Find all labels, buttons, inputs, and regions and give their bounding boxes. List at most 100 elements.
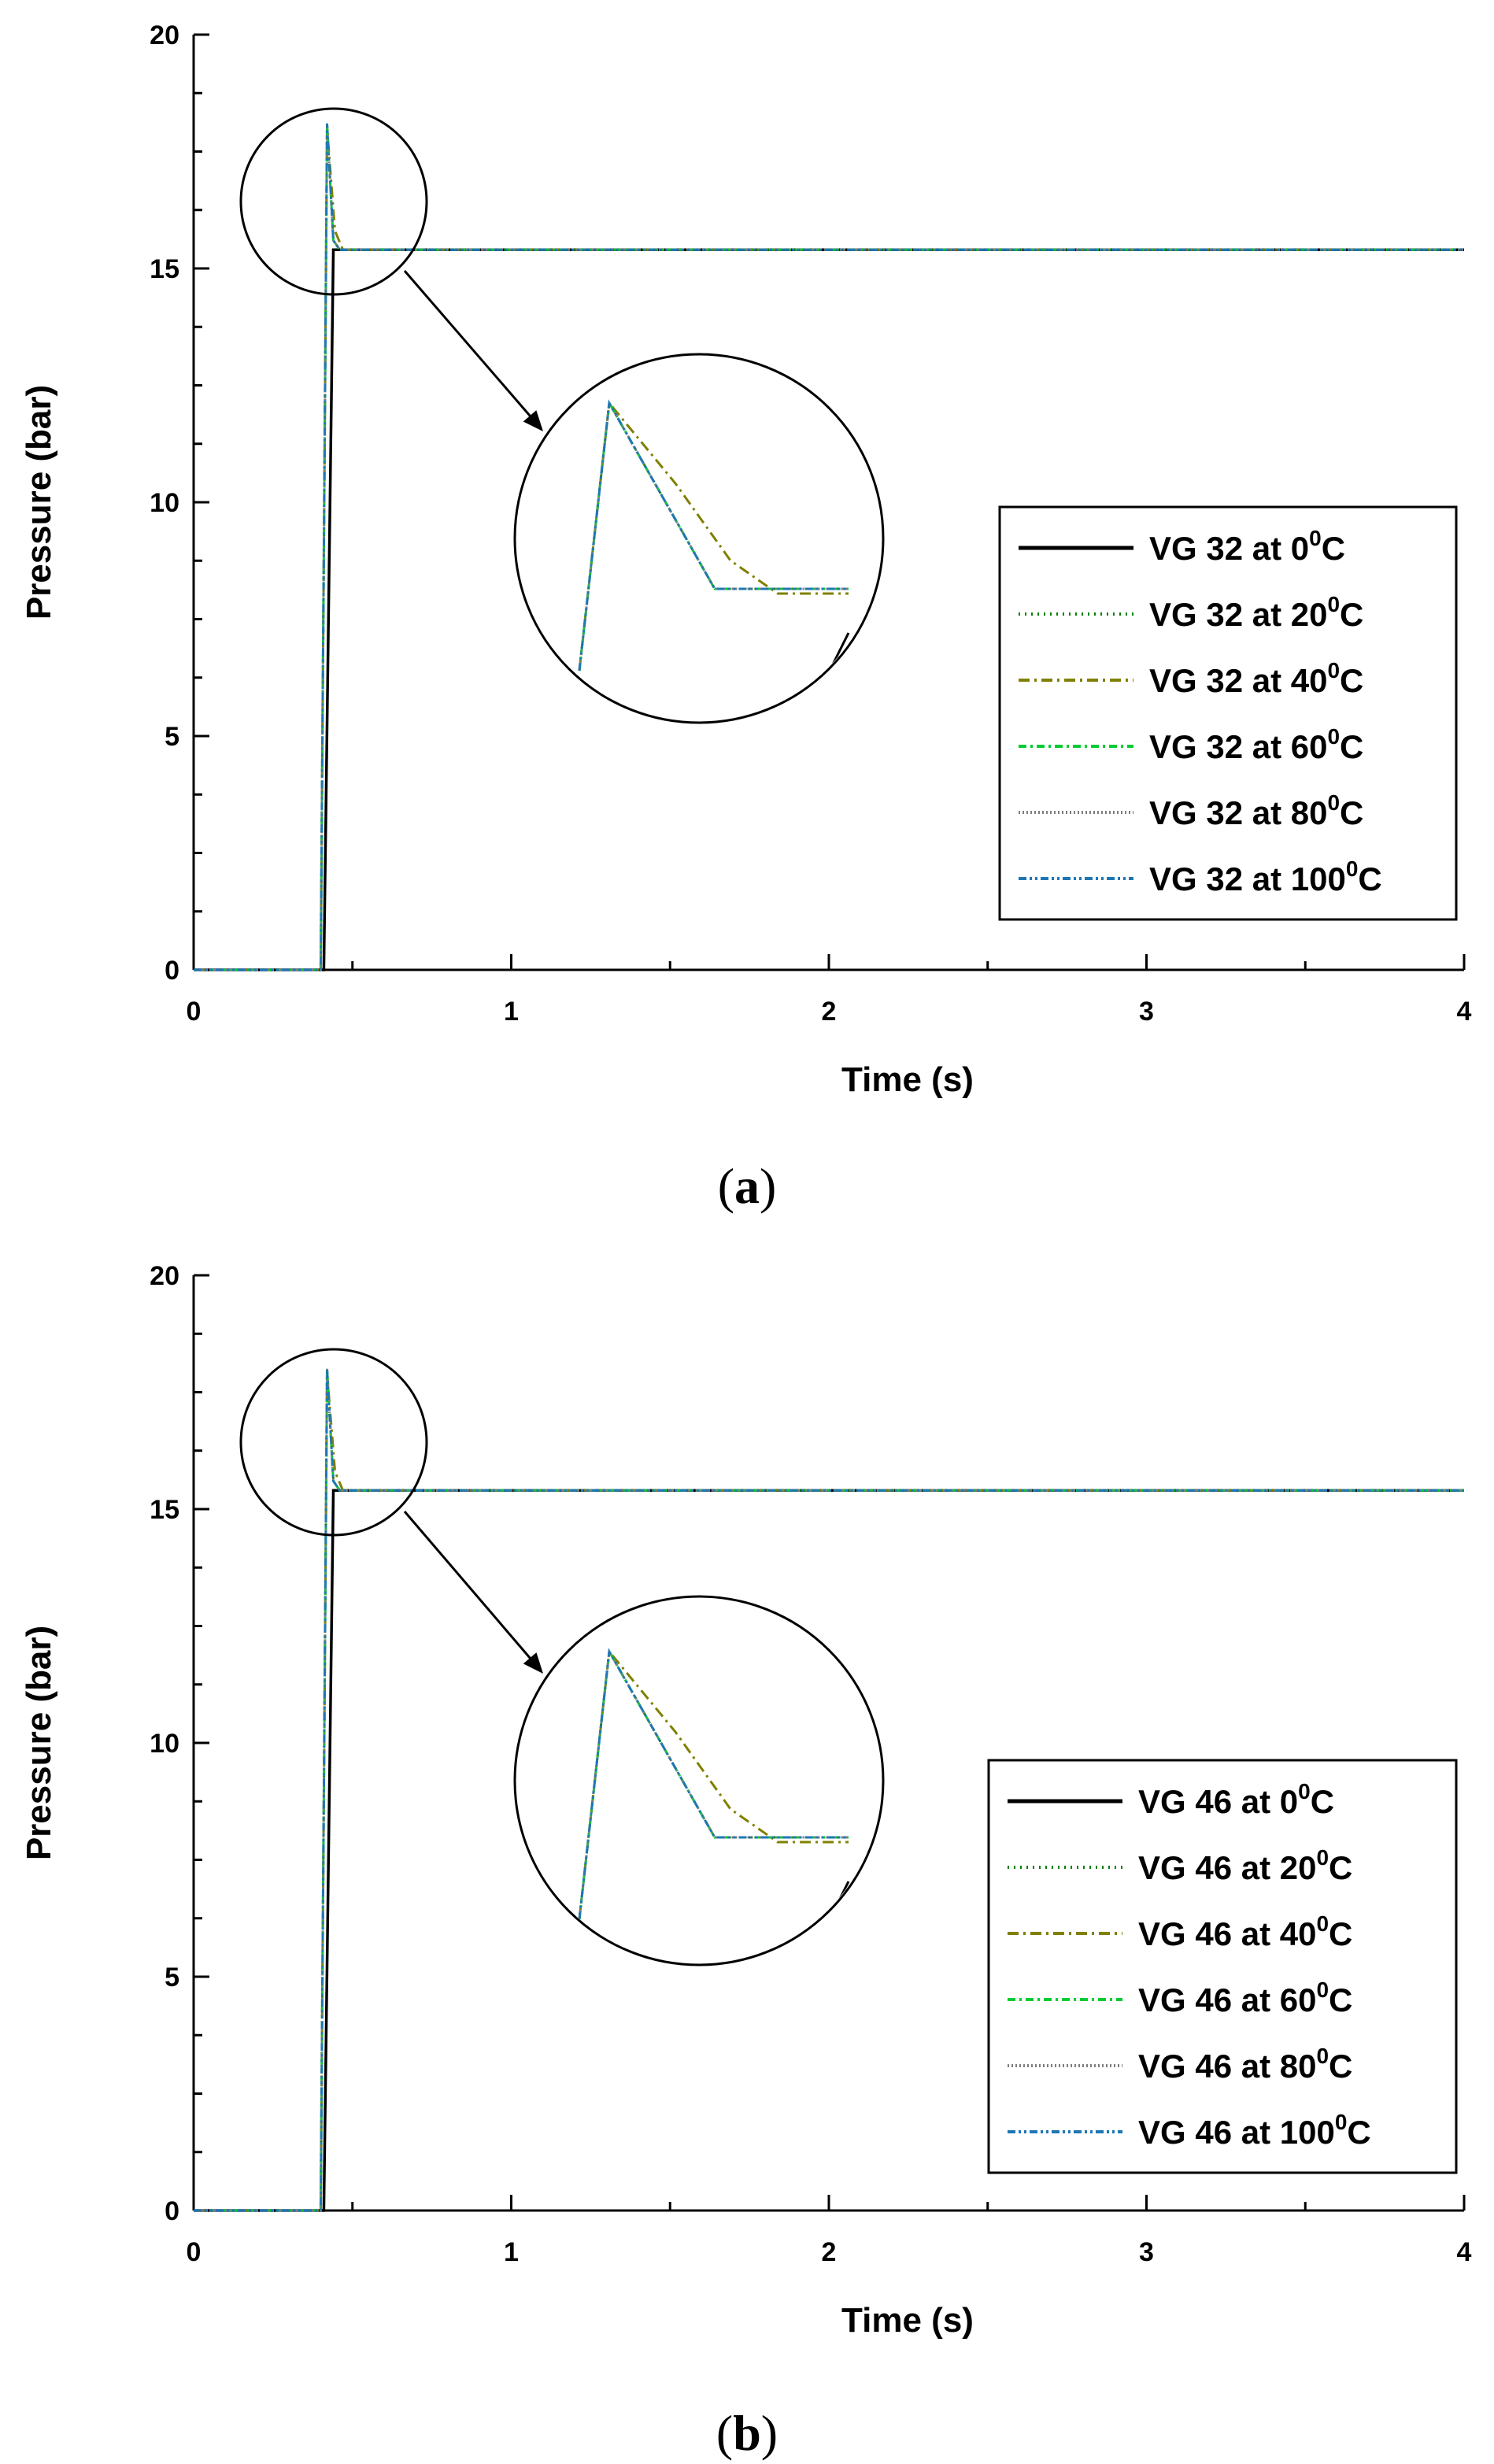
x-axis-title: Time (s) xyxy=(841,2301,974,2340)
zoom-source-circle xyxy=(239,1348,428,1537)
legend-label-2: VG 46 at 400C xyxy=(1138,1911,1352,1952)
legend-label-1: VG 46 at 200C xyxy=(1138,1845,1352,1886)
legend-name: VG 32 at 40 xyxy=(1149,662,1327,699)
legend-label-1: VG 32 at 200C xyxy=(1149,592,1363,633)
panel-label-open: ( xyxy=(716,2405,733,2461)
series-line-3 xyxy=(194,123,1464,971)
y-tick-label: 5 xyxy=(165,1963,179,1992)
legend-label-3: VG 32 at 600C xyxy=(1149,724,1363,765)
legend-label-3: VG 46 at 600C xyxy=(1138,1977,1352,2018)
y-axis-title: Pressure (bar) xyxy=(20,385,58,620)
legend-unit: C xyxy=(1340,596,1363,633)
x-tick-label: 3 xyxy=(1139,2237,1154,2267)
y-tick-label: 15 xyxy=(150,1495,179,1525)
panel-label-open: ( xyxy=(718,1158,734,1214)
x-tick-label: 4 xyxy=(1457,2237,1472,2267)
legend-unit: C xyxy=(1340,728,1363,765)
inset-series-line-2 xyxy=(578,400,849,671)
y-tick-label: 0 xyxy=(165,2196,179,2226)
panel-label: (a) xyxy=(718,1158,777,1214)
legend-label-4: VG 46 at 800C xyxy=(1138,2044,1352,2085)
legend-name: VG 32 at 0 xyxy=(1149,530,1309,567)
legend-name: VG 46 at 40 xyxy=(1138,1915,1316,1952)
y-tick-label: 15 xyxy=(150,254,179,284)
zoom-arrow-line xyxy=(403,270,537,423)
chart-panel-a: 0 5 10 15 20 0 1 2 3 4 Time (s) Pressure (bar) VG 32… xyxy=(20,20,1472,1214)
y-tick-label: 0 xyxy=(165,956,179,986)
legend-name: VG 32 at 20 xyxy=(1149,596,1327,633)
x-tick-label: 4 xyxy=(1457,997,1472,1027)
legend-name: VG 32 at 80 xyxy=(1149,794,1327,831)
zoom-arrow-line xyxy=(403,1511,537,1665)
legend-name: VG 46 at 0 xyxy=(1138,1783,1298,1820)
legend-box xyxy=(987,1759,1458,2174)
x-axis-title: Time (s) xyxy=(841,1060,974,1099)
y-tick-label: 5 xyxy=(165,722,179,752)
x-tick-label: 2 xyxy=(822,997,837,1027)
panel-label-letter: a xyxy=(734,1158,760,1214)
legend-name: VG 46 at 80 xyxy=(1138,2048,1316,2085)
inset-circle xyxy=(513,353,885,724)
inset-series-line-5 xyxy=(578,399,849,671)
legend-label-2: VG 32 at 400C xyxy=(1149,658,1363,699)
legend-superscript: 0 xyxy=(1327,790,1340,815)
legend-superscript: 0 xyxy=(1335,2110,1348,2134)
zoom-arrow-head xyxy=(523,1652,543,1674)
legend-unit: C xyxy=(1358,860,1381,897)
series-line-5 xyxy=(194,123,1464,971)
legend-label-0: VG 32 at 00C xyxy=(1149,526,1345,567)
panel-label-letter: b xyxy=(733,2405,761,2461)
legend-unit: C xyxy=(1329,2048,1352,2085)
panel-label: (b) xyxy=(716,2405,778,2461)
legend-superscript: 0 xyxy=(1316,2044,1329,2068)
legend-unit: C xyxy=(1329,1981,1352,2018)
x-tick-label: 1 xyxy=(504,2237,519,2267)
x-tick-label: 3 xyxy=(1139,997,1154,1027)
x-tick-label: 1 xyxy=(504,997,519,1027)
x-tick-label: 0 xyxy=(187,997,202,1027)
legend-name: VG 46 at 100 xyxy=(1138,2114,1335,2151)
legend-superscript: 0 xyxy=(1316,1911,1329,1936)
x-tick-label: 2 xyxy=(822,2237,837,2267)
legend-label-0: VG 46 at 00C xyxy=(1138,1779,1334,1820)
legend-label-5: VG 32 at 1000C xyxy=(1149,856,1382,897)
y-tick-label: 10 xyxy=(150,1729,179,1759)
y-tick-label: 10 xyxy=(150,488,179,518)
legend-unit: C xyxy=(1329,1915,1352,1952)
legend-label-5: VG 46 at 1000C xyxy=(1138,2110,1371,2151)
series-line-2 xyxy=(194,1373,1464,2212)
legend-name: VG 32 at 100 xyxy=(1149,860,1346,897)
inset-circle xyxy=(513,1595,885,1966)
legend-superscript: 0 xyxy=(1327,658,1340,683)
legend-unit: C xyxy=(1322,530,1345,567)
legend-unit: C xyxy=(1311,1783,1334,1820)
chart-panel-b: 0 5 10 15 20 0 1 2 3 4 Time (s) Pressure (bar) VG 46… xyxy=(20,1261,1472,2461)
zoom-arrow-head xyxy=(523,410,543,431)
inset-series-line-2 xyxy=(578,1648,849,1920)
legend-name: VG 46 at 20 xyxy=(1138,1849,1316,1886)
panel-label-close: ) xyxy=(761,2405,778,2461)
legend-superscript: 0 xyxy=(1298,1779,1311,1804)
y-tick-label: 20 xyxy=(150,1261,179,1291)
y-axis-title: Pressure (bar) xyxy=(20,1626,58,1860)
legend-unit: C xyxy=(1347,2114,1370,2151)
series-line-5 xyxy=(194,1368,1464,2212)
zoom-source-circle xyxy=(239,107,428,296)
legend-superscript: 0 xyxy=(1316,1845,1329,1870)
y-tick-label: 20 xyxy=(150,20,179,50)
legend-unit: C xyxy=(1340,662,1363,699)
panel-label-close: ) xyxy=(760,1158,776,1214)
legend-superscript: 0 xyxy=(1309,526,1322,550)
legend-superscript: 0 xyxy=(1327,592,1340,616)
inset-series-line-5 xyxy=(578,1648,849,1920)
legend-box xyxy=(998,505,1458,921)
legend-superscript: 0 xyxy=(1316,1977,1329,2002)
legend-unit: C xyxy=(1340,794,1363,831)
legend-name: VG 32 at 60 xyxy=(1149,728,1327,765)
legend-unit: C xyxy=(1329,1849,1352,1886)
legend-superscript: 0 xyxy=(1327,724,1340,749)
legend-superscript: 0 xyxy=(1346,856,1359,881)
